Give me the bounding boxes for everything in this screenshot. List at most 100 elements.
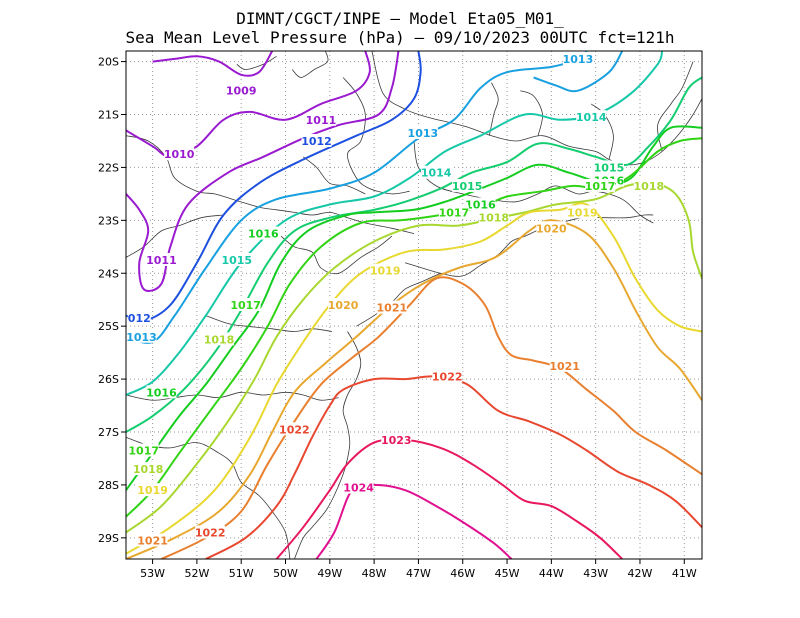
x-tick-label: 49W — [317, 567, 342, 580]
isobar-label-bg — [452, 178, 483, 192]
isobar-label: 1012 — [301, 135, 332, 148]
isobar-label: 1009 — [226, 85, 257, 98]
coastline — [657, 61, 694, 152]
isobar-label-bg — [536, 221, 567, 235]
isobar-label: 1017 — [230, 299, 261, 312]
coastline — [371, 51, 702, 166]
x-tick-label: 42W — [628, 567, 653, 580]
isobar-label-bg — [204, 332, 235, 346]
chart-subtitle: Sea Mean Level Pressure (hPa) – 09/10/20… — [125, 28, 674, 47]
y-tick-label: 26S — [98, 373, 119, 386]
isobar-label-bg — [248, 226, 279, 240]
isobar-label: 1013 — [563, 53, 594, 66]
isobar-label: 1015 — [594, 161, 625, 174]
x-tick-label: 46W — [450, 567, 475, 580]
plot-frame — [125, 50, 703, 560]
isobar-line — [126, 137, 702, 518]
isobar-label: 1019 — [370, 265, 401, 278]
isobar-label-bg — [226, 83, 257, 97]
isobar-label-bg — [562, 51, 593, 65]
isobar-label: 1022 — [432, 370, 463, 383]
isobar-label: 1015 — [452, 180, 483, 193]
isobar-label-bg — [146, 253, 177, 267]
isobar-label-bg — [633, 178, 664, 192]
x-tick-label: 48W — [362, 567, 387, 580]
isobar-label-bg — [126, 329, 157, 343]
isobar-label: 1021 — [377, 302, 408, 315]
isobar-label-bg — [567, 205, 598, 219]
isobar-label: 1013 — [126, 331, 157, 344]
isobar-label-bg — [230, 298, 261, 311]
isobar-label-bg — [279, 422, 310, 436]
coastline — [236, 55, 277, 70]
isobar-label-bg — [164, 147, 195, 161]
isobar-label-bg — [127, 311, 151, 325]
y-tick-label: 24S — [98, 267, 119, 280]
isobar-label-bg — [137, 483, 168, 497]
isobar-label: 1019 — [137, 484, 168, 497]
coastline — [342, 77, 410, 195]
y-tick-label: 25S — [98, 320, 119, 333]
coastline — [126, 135, 415, 234]
isobar-label-bg — [146, 385, 177, 399]
isobar-line — [315, 483, 513, 559]
y-tick-label: 28S — [98, 479, 119, 492]
isobar-line — [126, 51, 422, 323]
coastline — [126, 391, 339, 401]
coastline — [520, 90, 543, 136]
isobar-label: 1017 — [439, 206, 470, 219]
isobar-label: 1018 — [204, 333, 235, 346]
isobar-label: 1022 — [195, 527, 226, 540]
isobar-label-bg — [128, 443, 159, 457]
y-tick-label: 22S — [98, 161, 119, 174]
isobar-label: 1023 — [381, 434, 412, 447]
isobar-label: 1021 — [549, 360, 580, 373]
isobar-label: 1018 — [133, 463, 164, 476]
isobar-label: 1017 — [585, 180, 616, 193]
axis-ticks: 53W 52W 51W 50W 49W 48W 47W 46W 45W 44W 43W 42W 41W 2… — [98, 56, 697, 580]
isobar-label: 1016 — [465, 198, 496, 211]
x-tick-label: 47W — [406, 567, 431, 580]
isobar-line — [160, 276, 702, 559]
isobar-lines — [126, 51, 702, 559]
isobar-label-bg — [301, 133, 332, 147]
x-tick-label: 53W — [140, 567, 165, 580]
isobar-label-bg — [370, 263, 401, 277]
isobar-line — [126, 181, 702, 534]
isobar-label-bg — [195, 525, 226, 539]
coastline — [404, 214, 654, 277]
isobar-label-bg — [305, 112, 336, 126]
isobar-label-bg — [421, 165, 452, 179]
isobar-label-bg — [432, 369, 463, 383]
isobar-label-bg — [576, 110, 607, 124]
isobar-label-bg — [465, 197, 496, 211]
isobar-label-bg — [376, 300, 407, 314]
isobar-label: 1014 — [576, 111, 607, 124]
isobar-label-bg — [407, 126, 438, 140]
isobar-label: 1020 — [328, 299, 359, 312]
isobar-label: 1015 — [221, 254, 252, 267]
isobar-label-bg — [328, 298, 359, 311]
isobar-label-bg — [133, 462, 164, 476]
isobar-label-bg — [593, 160, 624, 174]
isobar-label-bg — [549, 358, 580, 372]
y-tick-label: 23S — [98, 214, 119, 227]
x-tick-label: 52W — [184, 567, 209, 580]
x-tick-label: 50W — [273, 567, 298, 580]
coastline — [590, 103, 614, 160]
isobar-label: 1011 — [146, 254, 177, 267]
isobar-label-bg — [585, 178, 616, 192]
isobar-label: 1016 — [248, 228, 279, 241]
isobar-label-bg — [137, 533, 168, 547]
isobar-line — [533, 51, 624, 93]
coastline — [294, 331, 362, 559]
isobar-line — [275, 438, 623, 559]
chart-title: DIMNT/CGCT/INPE – Model Eta05_M01_ — [236, 9, 564, 28]
x-tick-label: 43W — [583, 567, 608, 580]
isobar-line — [152, 51, 274, 77]
isobar-line — [126, 51, 400, 292]
isobar-label: 1017 — [128, 445, 159, 458]
isobar-label: 1013 — [408, 127, 439, 140]
isobar-label-bg — [478, 210, 509, 224]
